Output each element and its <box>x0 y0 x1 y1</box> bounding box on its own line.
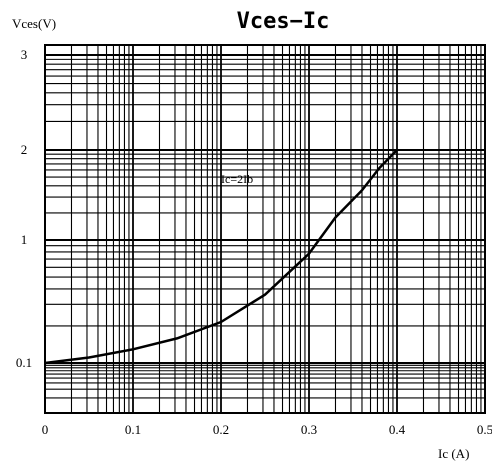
x-tick-label: 0 <box>42 422 49 437</box>
y-tick-label: 1 <box>21 232 28 247</box>
y-tick-label: 0.1 <box>16 355 32 370</box>
x-tick-label: 0.5 <box>477 422 492 437</box>
data-point <box>361 189 363 192</box>
data-point <box>132 348 134 351</box>
series-layer <box>44 149 398 365</box>
tick-labels: 0 0.1 0.2 0.3 0.4 0.5 0.1 1 2 3 <box>16 47 492 437</box>
x-tick-label: 0.2 <box>213 422 229 437</box>
data-point <box>44 362 46 364</box>
data-point <box>264 293 266 296</box>
y-axis-label: Vces(V) <box>12 16 56 31</box>
data-point <box>88 356 90 359</box>
x-tick-label: 0.4 <box>389 422 406 437</box>
chart-title: Vces−Ic <box>237 9 330 34</box>
grid <box>45 45 485 413</box>
data-point <box>220 321 222 323</box>
data-point <box>334 216 337 219</box>
plot-frame <box>44 44 486 414</box>
annotation-ic-2ib: Ic=2Ib <box>221 172 253 186</box>
data-point <box>176 337 178 340</box>
data-point <box>308 252 310 255</box>
y-tick-label: 3 <box>21 47 28 62</box>
x-axis-label: Ic (A) <box>438 446 469 461</box>
data-point <box>396 149 398 151</box>
x-tick-label: 0.3 <box>301 422 317 437</box>
y-tick-label: 2 <box>21 142 28 157</box>
x-tick-label: 0.1 <box>125 422 141 437</box>
data-point <box>378 167 381 169</box>
